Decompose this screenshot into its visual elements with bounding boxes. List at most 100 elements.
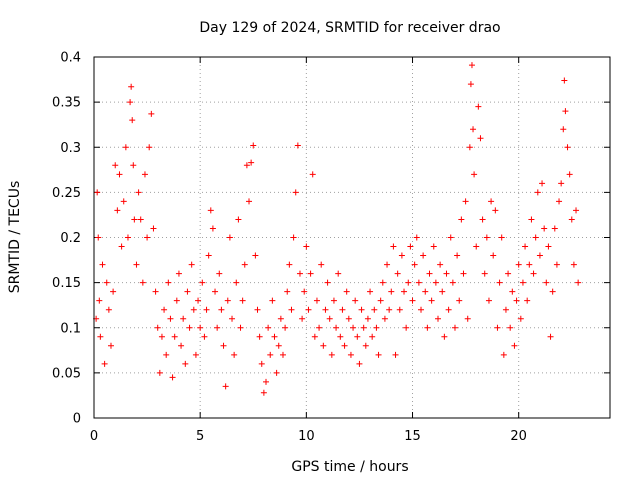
data-point (101, 360, 108, 367)
data-point (309, 171, 316, 178)
data-point (207, 207, 214, 214)
data-point (197, 324, 204, 331)
data-point (94, 189, 101, 196)
data-point (477, 135, 484, 142)
data-point (169, 374, 176, 381)
data-point (570, 261, 577, 268)
data-point (148, 110, 155, 117)
data-point (498, 234, 505, 241)
data-point (573, 207, 580, 214)
data-point (250, 142, 257, 149)
data-point (305, 306, 312, 313)
data-point (373, 324, 380, 331)
data-point (226, 234, 233, 241)
data-point (545, 243, 552, 250)
data-point (449, 279, 456, 286)
data-point (152, 288, 159, 295)
x-tick-label: 20 (510, 429, 527, 444)
data-point (175, 270, 182, 277)
data-point (460, 270, 467, 277)
data-point (322, 306, 329, 313)
data-point (265, 324, 272, 331)
data-point (401, 288, 408, 295)
data-point (471, 171, 478, 178)
data-point (350, 324, 357, 331)
grid (94, 57, 610, 418)
data-point (96, 297, 103, 304)
data-point (437, 261, 444, 268)
data-point (288, 306, 295, 313)
data-point (496, 279, 503, 286)
data-point (502, 306, 509, 313)
data-point (311, 333, 318, 340)
y-tick-label: 0.3 (60, 141, 81, 156)
y-tick-label: 0.2 (60, 231, 81, 246)
data-point (347, 351, 354, 358)
y-axis-label: SRMTID / TECUs (7, 181, 23, 294)
data-point (396, 306, 403, 313)
data-point (519, 279, 526, 286)
data-point (137, 216, 144, 223)
data-point (432, 279, 439, 286)
data-point (284, 288, 291, 295)
data-point (260, 389, 267, 396)
data-point (462, 198, 469, 205)
data-point (212, 288, 219, 295)
data-point (522, 243, 529, 250)
data-point (343, 288, 350, 295)
data-point (388, 288, 395, 295)
data-point (324, 279, 331, 286)
data-point (509, 288, 516, 295)
data-point (279, 351, 286, 358)
data-point (235, 216, 242, 223)
data-point (303, 243, 310, 250)
data-point (182, 360, 189, 367)
data-point (553, 261, 560, 268)
x-tick-label: 15 (404, 429, 421, 444)
data-point (163, 351, 170, 358)
data-point (263, 378, 269, 385)
data-point (118, 243, 125, 250)
data-point (258, 360, 265, 367)
data-point (420, 252, 427, 259)
data-point (536, 252, 543, 259)
data-point (192, 351, 199, 358)
data-point (392, 351, 399, 358)
data-point (190, 306, 197, 313)
data-point (534, 189, 541, 196)
data-point (95, 234, 102, 241)
y-tick-label: 0.15 (52, 276, 81, 291)
data-point (326, 315, 333, 322)
data-point (424, 324, 431, 331)
data-point (492, 207, 499, 214)
data-point (146, 144, 153, 151)
data-point (214, 324, 221, 331)
data-point (409, 297, 416, 304)
plot-frame (93, 56, 611, 419)
x-axis-label: GPS time / hours (291, 459, 408, 475)
data-point (341, 342, 348, 349)
data-point (575, 279, 582, 286)
data-point (543, 279, 550, 286)
data-point (282, 324, 289, 331)
data-point (218, 306, 225, 313)
data-point (556, 198, 563, 205)
data-point (364, 315, 371, 322)
y-tick-label: 0 (73, 412, 81, 427)
data-point (356, 360, 363, 367)
data-point (443, 270, 450, 277)
data-point (116, 171, 123, 178)
x-tick-label: 5 (196, 429, 204, 444)
data-point (358, 306, 365, 313)
data-point (248, 159, 255, 166)
data-point (439, 288, 446, 295)
data-point (222, 383, 229, 390)
x-tick-label: 10 (298, 429, 315, 444)
data-point (337, 333, 344, 340)
data-point (122, 144, 129, 151)
data-point (112, 162, 119, 169)
data-point (290, 234, 297, 241)
data-point (426, 270, 433, 277)
data-point (505, 270, 512, 277)
